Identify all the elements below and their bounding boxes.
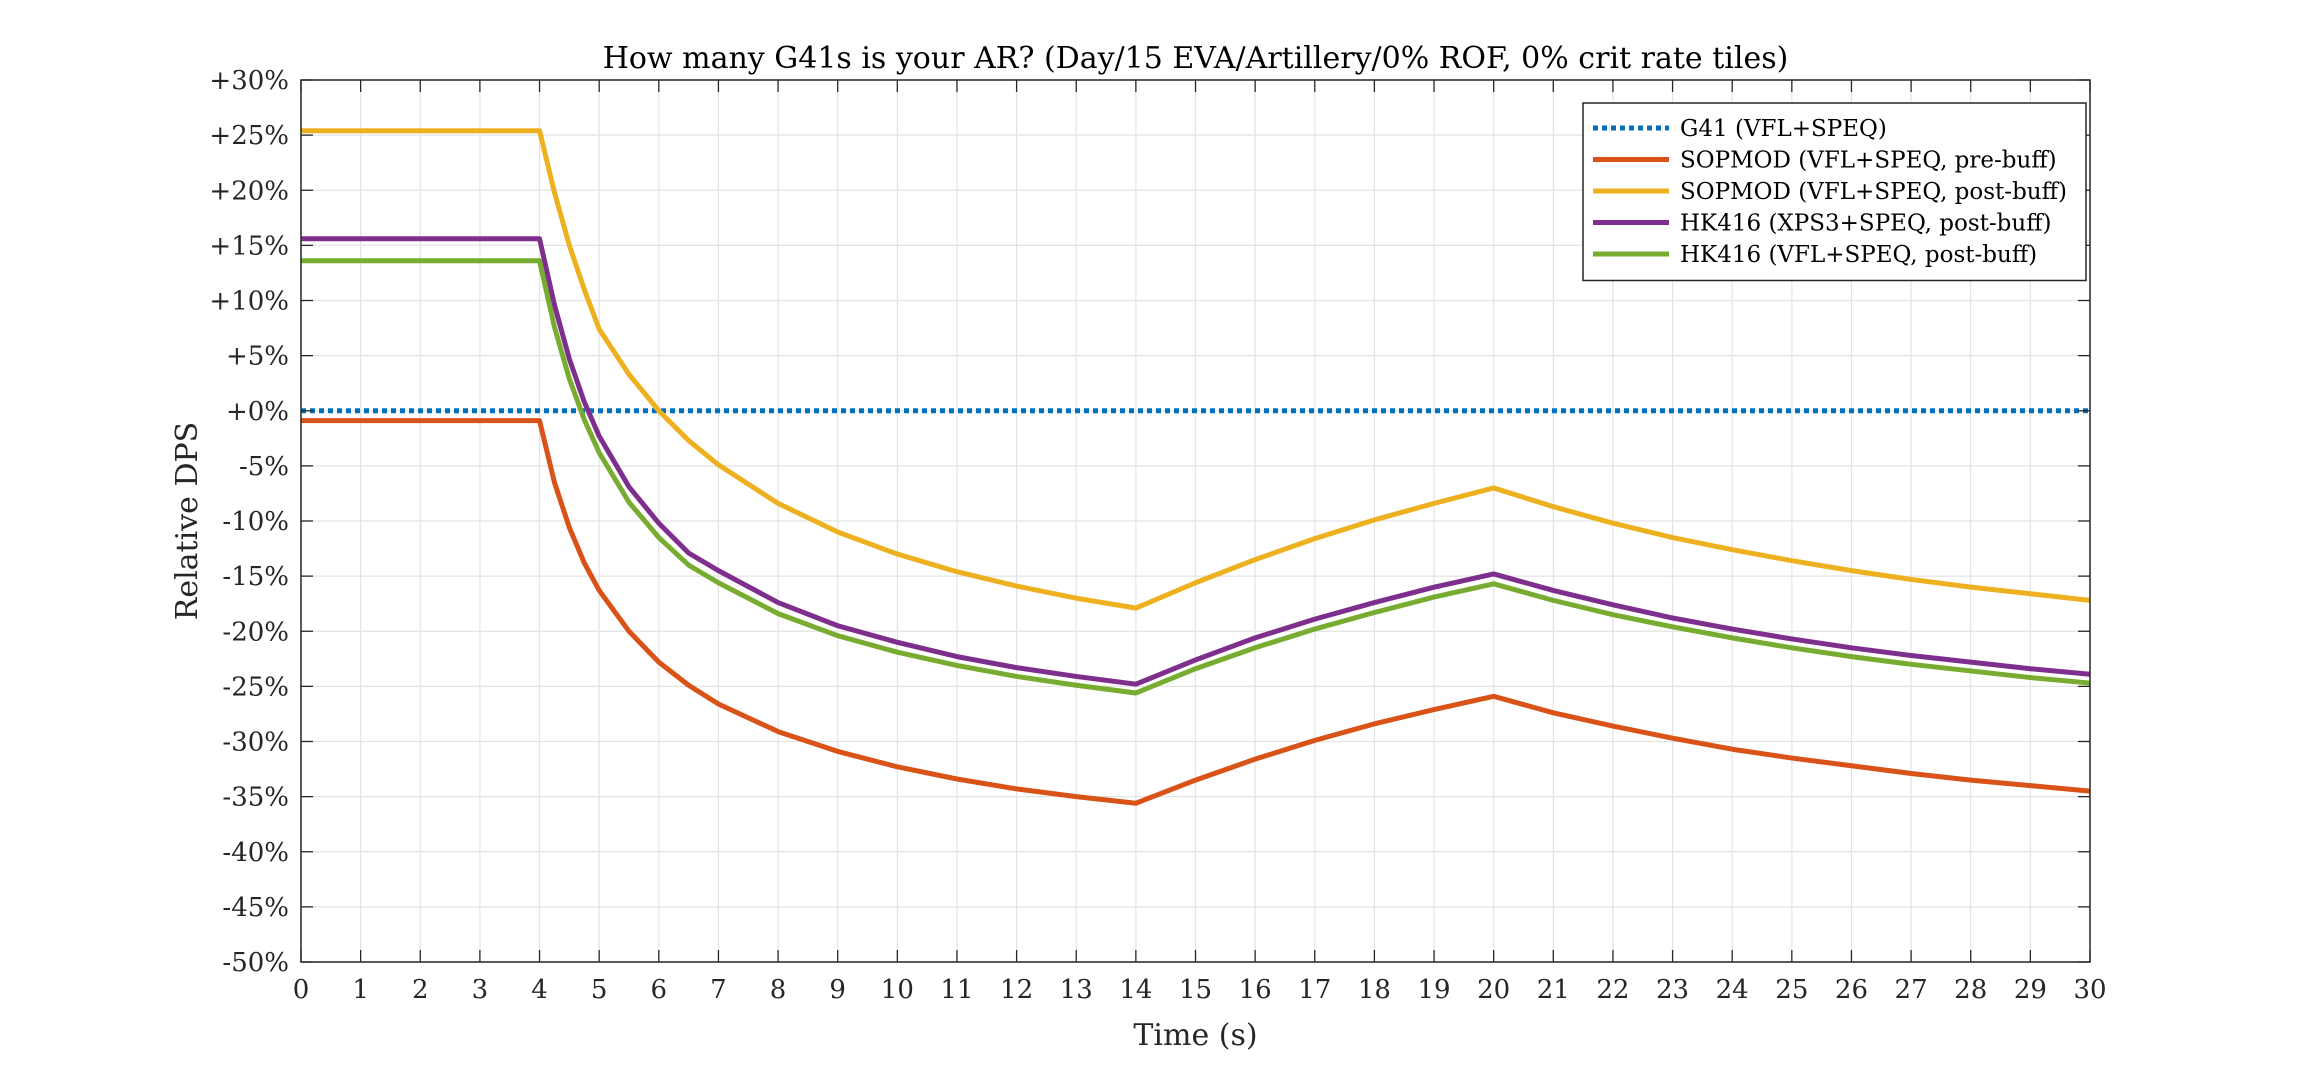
y-tick-label: -15% xyxy=(222,562,289,592)
x-tick-label: 9 xyxy=(829,975,846,1005)
legend: G41 (VFL+SPEQ) SOPMOD (VFL+SPEQ, pre-buff… xyxy=(1582,102,2087,282)
x-tick-label: 26 xyxy=(1835,975,1868,1005)
chart-title: How many G41s is your AR? (Day/15 EVA/Ar… xyxy=(603,41,1789,76)
y-tick-label: -5% xyxy=(239,452,289,482)
legend-label: HK416 (XPS3+SPEQ, post-buff) xyxy=(1680,211,2052,237)
x-tick-label: 21 xyxy=(1537,975,1570,1005)
series-lines xyxy=(301,128,2091,806)
x-tick-label: 30 xyxy=(2073,975,2106,1005)
x-tick-label: 1 xyxy=(352,975,369,1005)
x-tick-label: 3 xyxy=(472,975,489,1005)
y-tick-label: +10% xyxy=(209,287,289,317)
y-tick-label: +0% xyxy=(226,397,289,427)
series-line xyxy=(301,236,2091,687)
y-tick-label: -10% xyxy=(222,507,289,537)
x-tick-label: 6 xyxy=(651,975,668,1005)
x-tick-label: 15 xyxy=(1179,975,1212,1005)
x-tick-label: 10 xyxy=(881,975,914,1005)
y-tick-label: -20% xyxy=(222,617,289,647)
x-tick-label: 7 xyxy=(710,975,727,1005)
x-tick-label: 18 xyxy=(1358,975,1391,1005)
x-tick-label: 14 xyxy=(1119,975,1152,1005)
y-tick-label: +15% xyxy=(209,231,289,261)
legend-label: HK416 (VFL+SPEQ, post-buff) xyxy=(1680,242,2037,268)
y-tick-label: +30% xyxy=(209,66,289,96)
x-tick-label: 5 xyxy=(591,975,608,1005)
x-tick-label: 27 xyxy=(1895,975,1928,1005)
x-tick-label: 4 xyxy=(531,975,548,1005)
axis-ticks: 0 1 2 3 4 5 6 7 8 9 10 11 12 13 14 15 16 17 18 19 20 21 22 23 24… xyxy=(209,66,2106,1005)
x-tick-label: 20 xyxy=(1477,975,1510,1005)
legend-label: G41 (VFL+SPEQ) xyxy=(1680,116,1887,142)
x-tick-label: 25 xyxy=(1775,975,1808,1005)
x-tick-label: 11 xyxy=(940,975,973,1005)
y-tick-label: +5% xyxy=(226,342,289,372)
y-tick-label: -50% xyxy=(222,948,289,978)
y-tick-label: -30% xyxy=(222,728,289,758)
y-tick-label: -40% xyxy=(222,838,289,868)
series-line xyxy=(301,418,2091,806)
x-tick-label: 22 xyxy=(1596,975,1629,1005)
y-tick-label: -45% xyxy=(222,893,289,923)
x-tick-label: 2 xyxy=(412,975,429,1005)
x-tick-label: 23 xyxy=(1656,975,1689,1005)
x-tick-label: 17 xyxy=(1298,975,1331,1005)
x-tick-label: 29 xyxy=(2014,975,2047,1005)
legend-label: SOPMOD (VFL+SPEQ, post-buff) xyxy=(1680,179,2067,205)
y-tick-label: +20% xyxy=(209,176,289,206)
x-tick-label: 19 xyxy=(1417,975,1450,1005)
series-line xyxy=(301,128,2091,611)
legend-label: SOPMOD (VFL+SPEQ, pre-buff) xyxy=(1680,148,2057,174)
x-axis-title: Time (s) xyxy=(1133,1018,1257,1053)
series-line xyxy=(301,258,2091,696)
x-tick-label: 28 xyxy=(1954,975,1987,1005)
y-tick-label: -25% xyxy=(222,672,289,702)
y-tick-label: -35% xyxy=(222,783,289,813)
x-tick-label: 12 xyxy=(1000,975,1033,1005)
x-tick-label: 8 xyxy=(770,975,787,1005)
x-tick-label: 13 xyxy=(1060,975,1093,1005)
x-tick-label: 16 xyxy=(1239,975,1272,1005)
x-tick-label: 0 xyxy=(293,975,310,1005)
x-tick-label: 24 xyxy=(1716,975,1749,1005)
y-tick-label: +25% xyxy=(209,121,289,151)
y-axis-title: Relative DPS xyxy=(170,422,205,621)
